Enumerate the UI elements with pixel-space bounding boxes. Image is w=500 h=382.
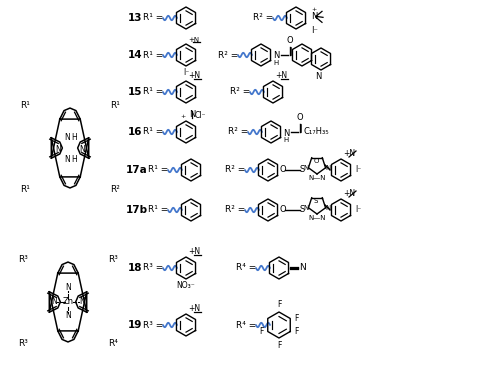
- Text: N: N: [64, 155, 70, 165]
- Text: N: N: [299, 264, 306, 272]
- Text: O: O: [296, 113, 304, 122]
- Text: N: N: [55, 144, 61, 154]
- Text: N: N: [325, 205, 330, 211]
- Text: 15: 15: [128, 87, 142, 97]
- Text: 13: 13: [128, 13, 142, 23]
- Text: I⁻: I⁻: [312, 26, 318, 36]
- Text: F: F: [277, 341, 281, 350]
- Text: F: F: [277, 300, 281, 309]
- Text: R¹ =: R¹ =: [143, 87, 163, 97]
- Text: R² =: R² =: [230, 87, 250, 97]
- Text: S: S: [314, 198, 318, 204]
- Text: Zn: Zn: [62, 298, 74, 306]
- Text: N—N: N—N: [308, 175, 326, 181]
- Text: N: N: [304, 165, 309, 171]
- Text: N: N: [315, 72, 321, 81]
- Text: F: F: [294, 327, 298, 336]
- Text: +: +: [311, 7, 316, 12]
- Text: H: H: [273, 60, 278, 66]
- Text: N: N: [65, 311, 71, 320]
- Text: C₁₇H₃₅: C₁₇H₃₅: [303, 128, 328, 136]
- Text: R⁴: R⁴: [108, 340, 118, 348]
- Text: S: S: [300, 206, 305, 215]
- Text: +N: +N: [188, 247, 200, 256]
- Text: N: N: [273, 52, 280, 60]
- Text: R¹ =: R¹ =: [143, 128, 163, 136]
- Text: Cl⁻: Cl⁻: [195, 111, 206, 120]
- Text: N: N: [79, 144, 85, 154]
- Text: S: S: [300, 165, 305, 175]
- Text: R¹ =: R¹ =: [143, 13, 163, 23]
- Text: O: O: [279, 206, 285, 215]
- Text: H: H: [71, 133, 77, 141]
- Text: O: O: [314, 158, 318, 164]
- Text: R⁴ =: R⁴ =: [236, 264, 256, 272]
- Text: R¹: R¹: [20, 102, 30, 110]
- Text: R⁴ =: R⁴ =: [236, 320, 256, 330]
- Text: N: N: [51, 298, 57, 306]
- Text: +N: +N: [188, 37, 199, 43]
- Text: O: O: [286, 36, 294, 45]
- Text: R² =: R² =: [225, 206, 245, 215]
- Text: R³: R³: [18, 256, 28, 264]
- Text: 17b: 17b: [126, 205, 148, 215]
- Text: +N: +N: [343, 189, 355, 198]
- Text: N: N: [304, 205, 309, 211]
- Text: +N: +N: [275, 71, 287, 80]
- Text: R¹: R¹: [20, 186, 30, 194]
- Text: 16: 16: [128, 127, 142, 137]
- Text: N: N: [283, 128, 290, 138]
- Text: R²: R²: [110, 186, 120, 194]
- Text: R¹ =: R¹ =: [148, 165, 168, 175]
- Text: H: H: [283, 137, 288, 143]
- Text: N: N: [311, 12, 318, 21]
- Text: +N: +N: [188, 71, 200, 80]
- Text: R³: R³: [18, 340, 28, 348]
- Text: +N: +N: [343, 149, 355, 158]
- Text: NO₃⁻: NO₃⁻: [176, 281, 196, 290]
- Text: N—N: N—N: [308, 215, 326, 221]
- Text: R³ =: R³ =: [143, 320, 163, 330]
- Text: R¹: R¹: [110, 102, 120, 110]
- Text: 14: 14: [128, 50, 142, 60]
- Text: N: N: [64, 133, 70, 141]
- Text: R² =: R² =: [253, 13, 273, 23]
- Text: N: N: [65, 283, 71, 293]
- Text: I⁻: I⁻: [183, 68, 189, 77]
- Text: R² =: R² =: [225, 165, 245, 175]
- Text: +: +: [181, 114, 186, 119]
- Text: R³: R³: [108, 256, 118, 264]
- Text: R¹ =: R¹ =: [143, 50, 163, 60]
- Text: +N: +N: [188, 304, 200, 313]
- Text: I⁻: I⁻: [355, 206, 361, 215]
- Text: 17a: 17a: [126, 165, 148, 175]
- Text: F: F: [260, 327, 264, 336]
- Text: 18: 18: [128, 263, 142, 273]
- Text: N: N: [79, 298, 85, 306]
- Text: I⁻: I⁻: [355, 165, 361, 175]
- Text: R³ =: R³ =: [143, 264, 163, 272]
- Text: 19: 19: [128, 320, 142, 330]
- Text: N: N: [325, 165, 330, 171]
- Text: N: N: [189, 110, 196, 119]
- Text: H: H: [71, 155, 77, 165]
- Text: R² =: R² =: [228, 128, 248, 136]
- Text: R² =: R² =: [218, 50, 238, 60]
- Text: F: F: [294, 314, 298, 323]
- Text: R¹ =: R¹ =: [148, 206, 168, 215]
- Text: O: O: [279, 165, 285, 175]
